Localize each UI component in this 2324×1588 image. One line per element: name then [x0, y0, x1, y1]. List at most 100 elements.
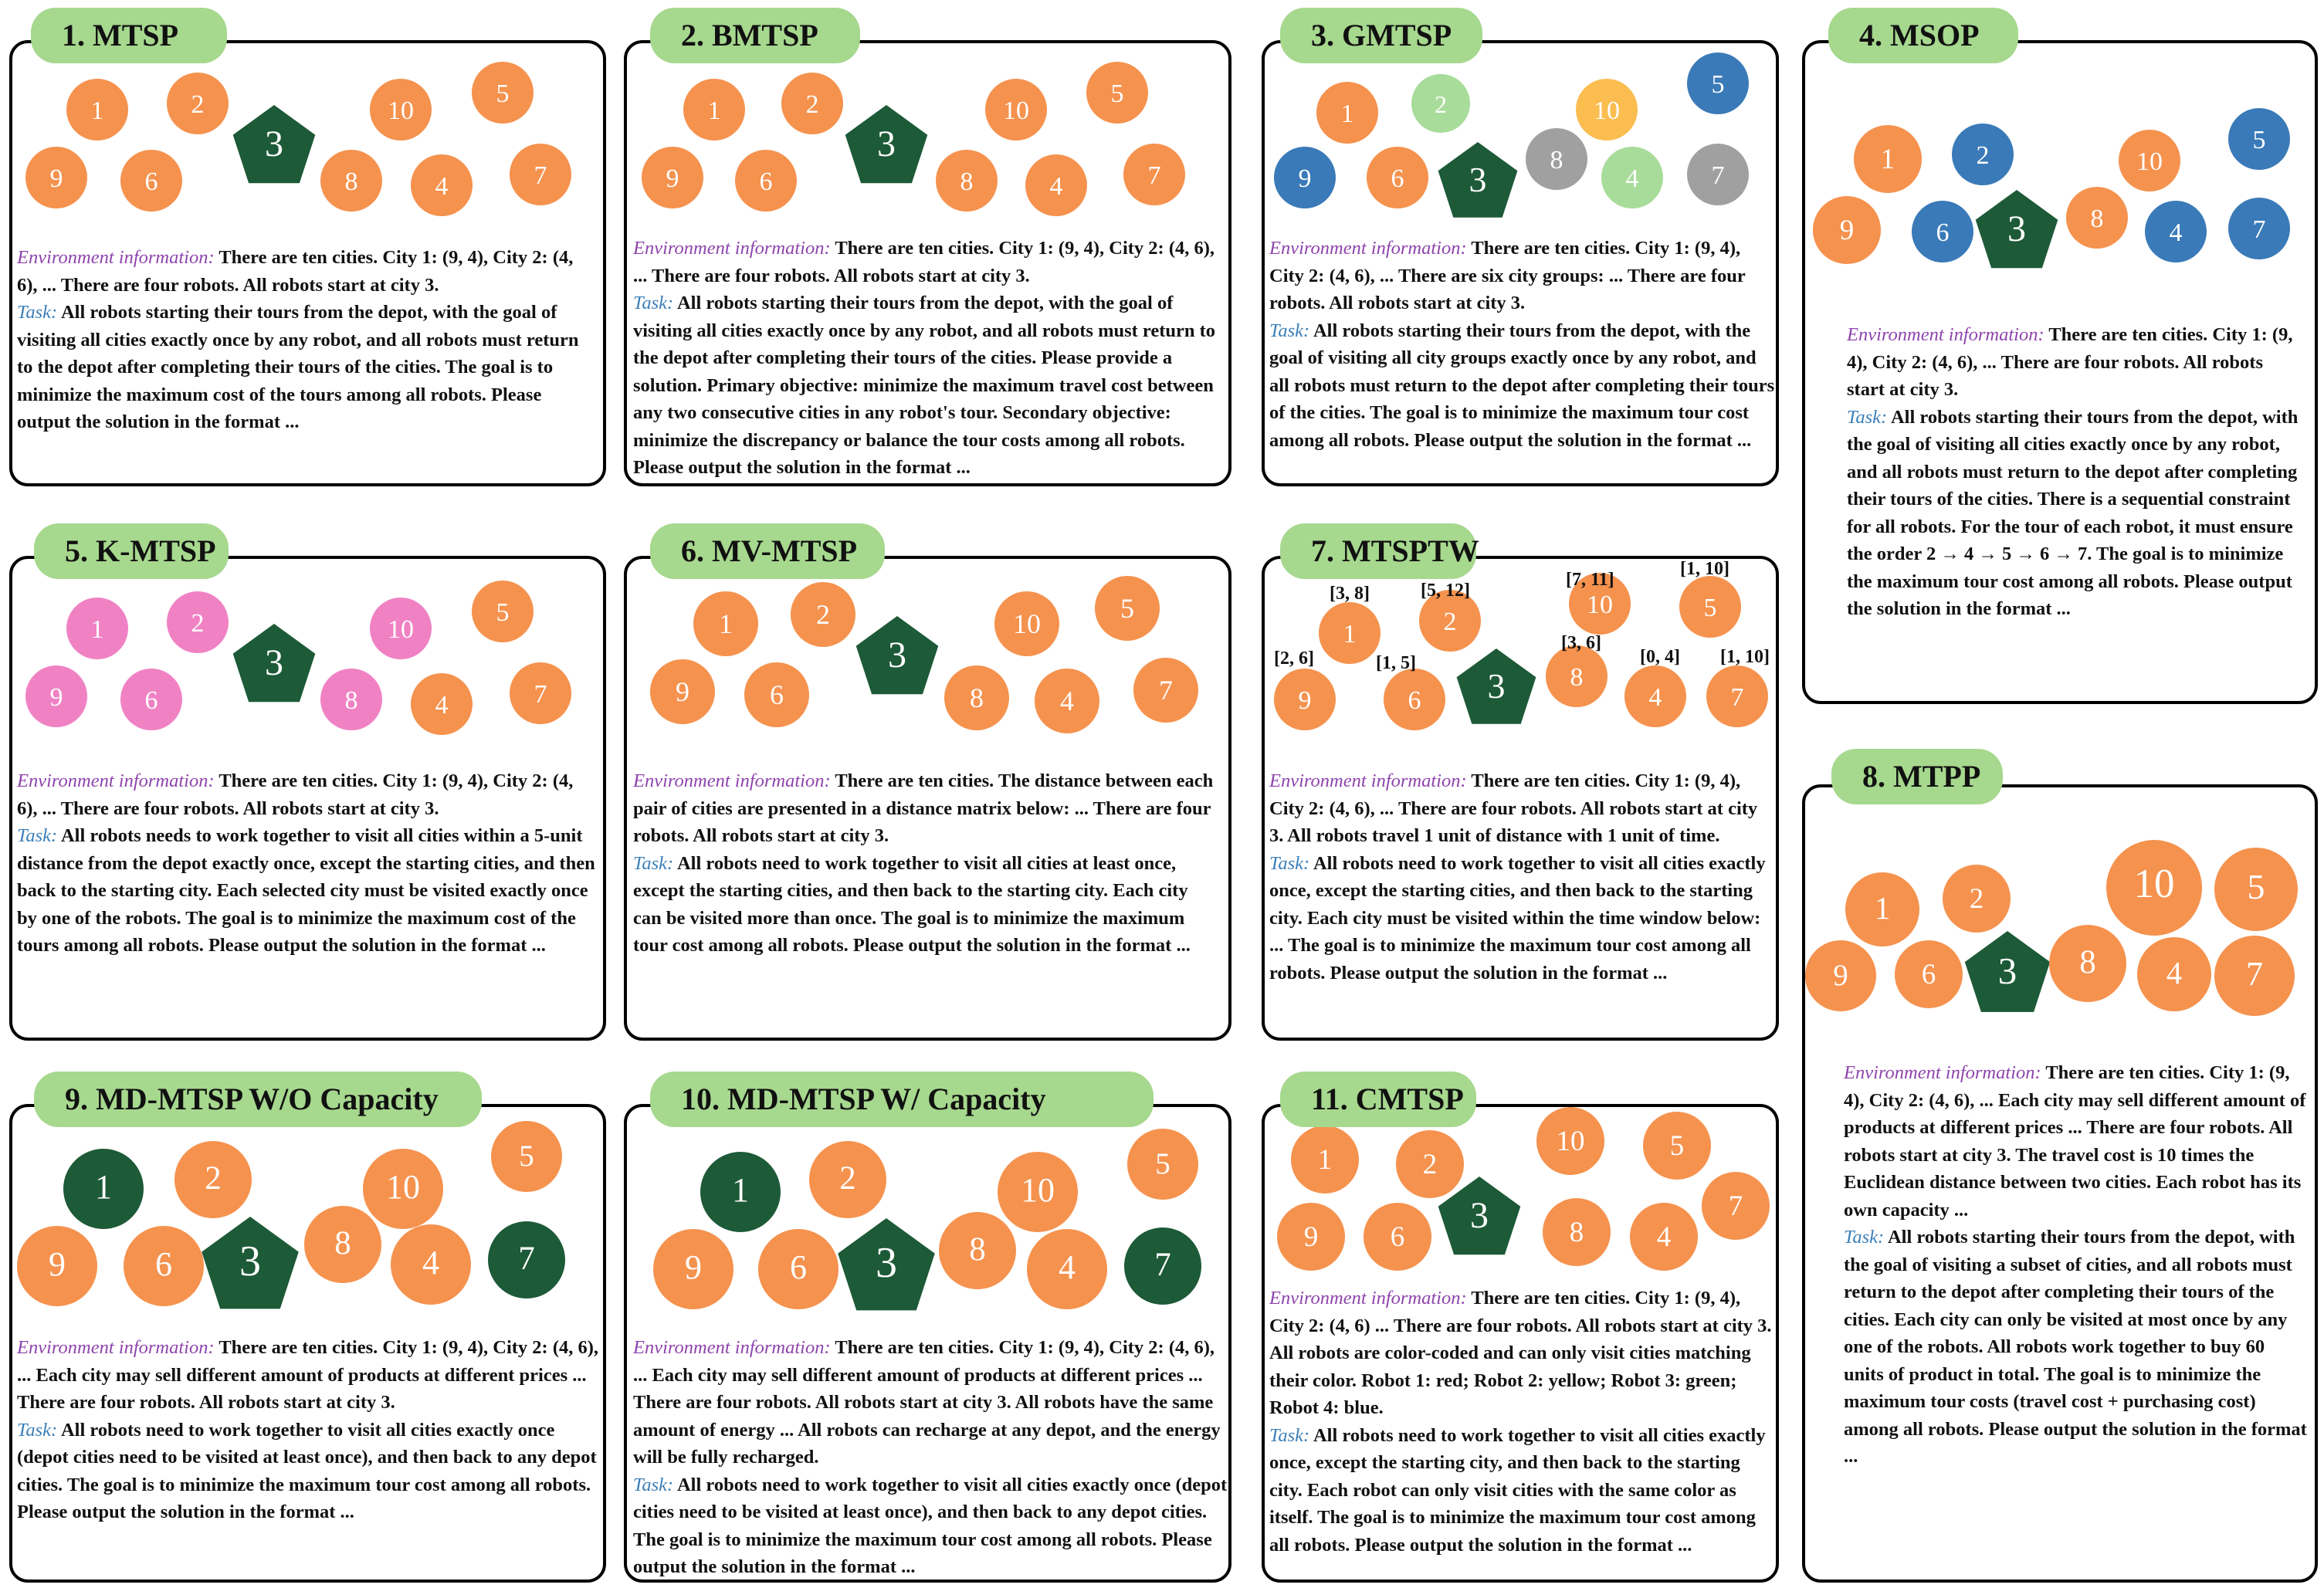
panel-description: Environment information: There are ten c… [633, 767, 1220, 960]
city-label: 3 [1998, 950, 2017, 992]
city-label: 2 [806, 90, 819, 119]
city-node-9: 9 [25, 665, 87, 727]
city-node-10: 10 [370, 79, 432, 141]
city-circle [2228, 108, 2290, 170]
city-node-2: 2 [1952, 124, 2014, 185]
city-circle [683, 79, 745, 141]
city-label: 6 [145, 168, 158, 196]
city-circle [642, 147, 703, 208]
city-node-4: 4 [1027, 1229, 1107, 1309]
city-node-2: 2 [1411, 74, 1470, 133]
depot-pentagon [1438, 142, 1518, 218]
city-node-3: 3 [232, 624, 316, 703]
city-node-9: 9 [1274, 669, 1336, 730]
city-circle [1624, 665, 1686, 727]
city-label: 4 [435, 172, 449, 201]
city-label: 8 [970, 682, 984, 713]
city-node-1: 1 [693, 591, 758, 656]
city-circle [2228, 198, 2290, 259]
city-node-3: 3 [1964, 931, 2051, 1012]
depot-pentagon [232, 624, 316, 703]
environment-text: There are ten cities. City 1: (9, 4), Ci… [1269, 770, 1758, 846]
city-circle [1025, 154, 1087, 216]
city-label: 1 [1881, 144, 1895, 175]
city-circle [1316, 82, 1378, 144]
city-node-8: 8 [1526, 128, 1587, 190]
city-circle [25, 147, 87, 208]
city-circle [320, 150, 382, 212]
city-node-5: 5 [491, 1121, 562, 1192]
city-node-8: 8 [939, 1212, 1016, 1289]
city-circle [2145, 201, 2207, 262]
panel-description: Environment information: There are ten c… [17, 1334, 604, 1526]
city-label: 9 [1299, 686, 1312, 715]
city-label: 4 [1649, 683, 1662, 712]
city-node-10: 10 [994, 591, 1059, 656]
city-label: 2 [1435, 90, 1447, 118]
city-node-1: 1 [63, 1149, 144, 1229]
city-circle [1569, 573, 1631, 635]
city-label: 8 [1570, 663, 1584, 692]
city-circle [510, 144, 571, 205]
city-circle [791, 582, 855, 647]
city-node-1: 1 [683, 79, 745, 141]
city-node-1: 1 [700, 1152, 781, 1232]
city-circle [320, 669, 382, 730]
panel-title: 2. BMTSP [650, 8, 860, 63]
city-circle [758, 1229, 838, 1309]
city-node-8: 8 [1546, 645, 1607, 707]
task-label: Task: [633, 293, 674, 313]
city-label: 4 [1050, 172, 1063, 201]
depot-pentagon [845, 105, 928, 184]
city-label: 3 [265, 124, 283, 164]
environment-label: Environment information: [1847, 324, 2045, 345]
panel-description: Environment information: There are ten c… [633, 1334, 1228, 1581]
city-circle [1411, 74, 1470, 133]
city-label: 8 [2091, 205, 2104, 233]
city-circle [1854, 125, 1922, 193]
city-node-9: 9 [1813, 196, 1881, 264]
city-node-8: 8 [2066, 187, 2128, 249]
panel-description: Environment information: There are ten c… [1269, 1285, 1776, 1559]
city-label: 8 [1570, 1217, 1584, 1248]
city-node-10: 10 [1536, 1107, 1604, 1175]
city-circle [1364, 1203, 1431, 1271]
city-node-3: 3 [1456, 648, 1536, 724]
city-node-6: 6 [735, 150, 797, 212]
panel-description: Environment information: There are ten c… [17, 244, 595, 436]
city-circle [1702, 1172, 1770, 1240]
city-circle [1912, 201, 1973, 262]
city-circle [1319, 602, 1381, 664]
task-text: All robots need to work together to visi… [17, 1419, 597, 1523]
city-node-9: 9 [25, 147, 87, 208]
city-circle [363, 1149, 443, 1229]
city-label: 6 [155, 1245, 172, 1283]
city-circle [1526, 128, 1587, 190]
city-circle [2137, 937, 2211, 1011]
task-label: Task: [633, 852, 674, 874]
city-circle [1546, 645, 1607, 707]
task-text: All robots need to work together to visi… [633, 852, 1191, 957]
city-node-2: 2 [1419, 590, 1481, 652]
city-circle [1027, 1229, 1107, 1309]
city-label: 5 [1670, 1130, 1685, 1162]
city-node-1: 1 [1291, 1126, 1359, 1194]
city-circle [491, 1121, 562, 1192]
city-circle [411, 673, 473, 735]
city-node-6: 6 [120, 150, 182, 212]
city-label: 2 [1444, 608, 1457, 636]
city-label: 10 [1557, 1126, 1585, 1157]
city-node-4: 4 [411, 154, 473, 216]
city-node-4: 4 [2145, 201, 2207, 262]
city-node-4: 4 [1035, 669, 1099, 733]
city-node-6: 6 [1912, 201, 1973, 262]
city-node-8: 8 [2049, 925, 2126, 1002]
city-circle [1133, 658, 1198, 723]
city-label: 7 [2253, 215, 2266, 244]
city-circle [25, 665, 87, 727]
